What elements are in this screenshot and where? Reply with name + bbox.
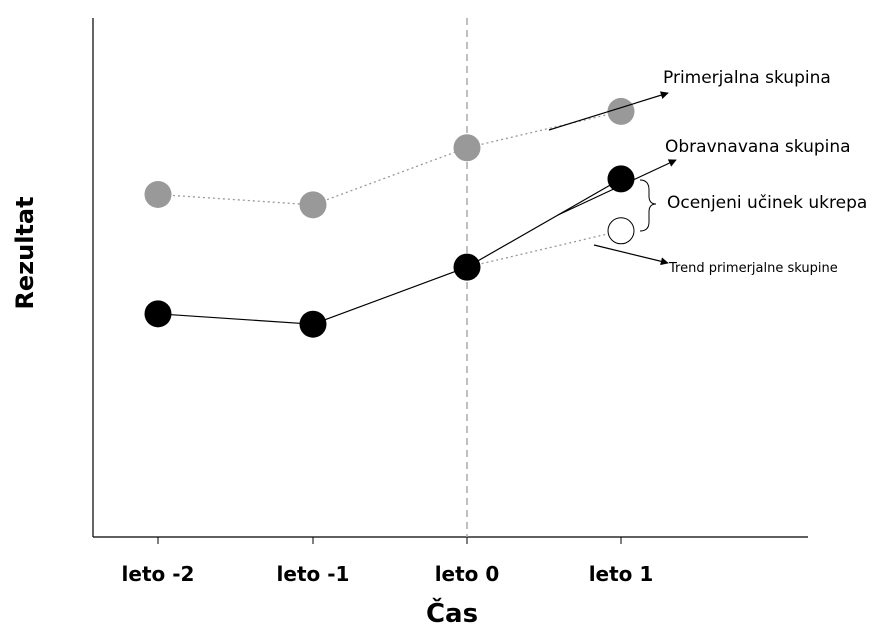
series-0-segment [313,148,467,205]
series-1-point [145,300,172,327]
x-tick-label: leto 0 [435,562,500,586]
x-axis-title: Čas [426,597,478,628]
annotation-obravnavana-skupina: Obravnavana skupina [665,137,851,157]
series-0-point [454,134,481,161]
marks [145,93,677,338]
x-tick-label: leto -1 [277,562,350,586]
y-axis-title: Rezultat [11,196,39,309]
series-1-point [608,165,635,192]
series-1-point [454,254,481,281]
series-1-segment [467,179,621,267]
effect-bracket [640,180,656,231]
arrow-trend-primerjalne [594,245,668,263]
series-0-segment [467,111,621,147]
series-1-segment [313,267,467,324]
x-tick-label: leto 1 [589,562,654,586]
axes: leto -2 leto -1 leto 0 leto 1 [93,18,808,586]
annotation-trend-primerjalne: Trend primerjalne skupine [668,261,838,276]
series-0-point [300,191,327,218]
series-2-segment [467,231,621,267]
x-tick-label: leto -2 [122,562,195,586]
series-0-segment [158,194,313,204]
series-0-point [608,98,635,125]
series-2-point [608,218,634,244]
series-1-segment [158,314,313,324]
arrow-primerjalna-skupina [549,93,668,130]
series-0-point [145,181,172,208]
annotation-ocenjeni-ucinek: Ocenjeni učinek ukrepa [667,193,867,213]
series-1-point [300,311,327,338]
annotation-primerjalna-skupina: Primerjalna skupina [663,68,831,88]
